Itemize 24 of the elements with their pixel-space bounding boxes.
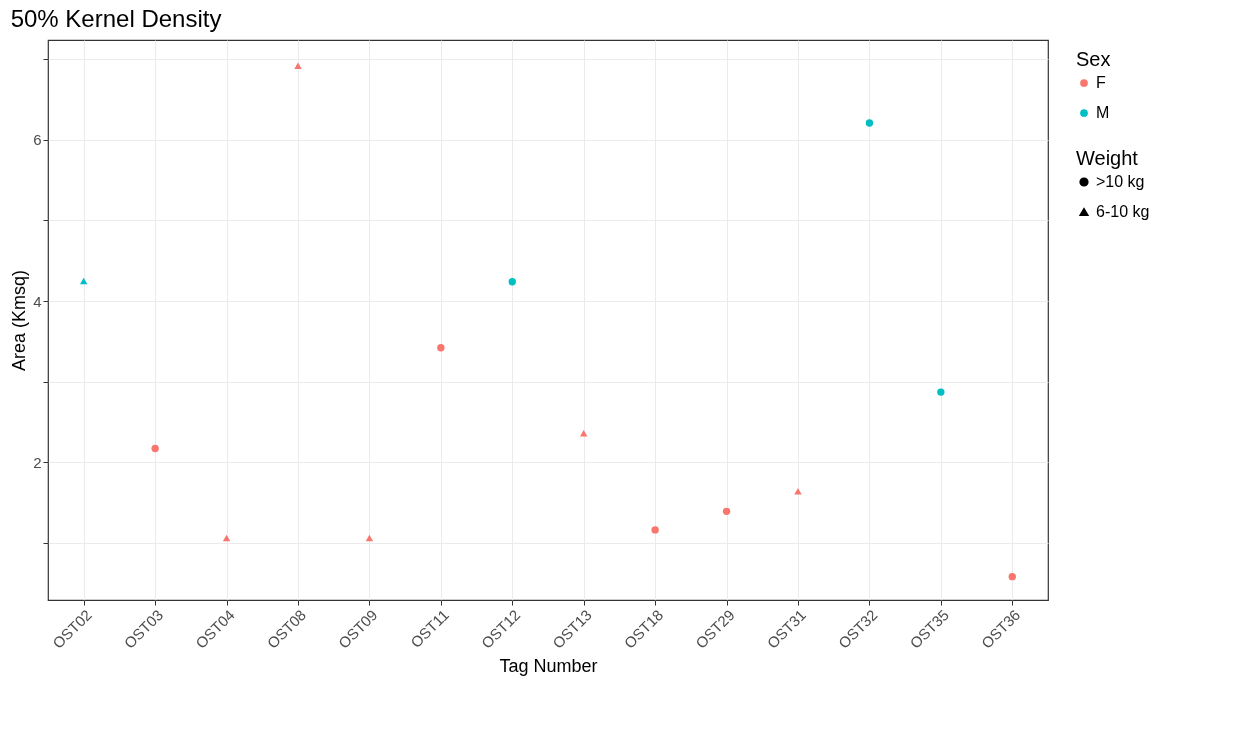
point — [365, 534, 374, 542]
text: Weight — [1076, 147, 1139, 169]
text: 6-10 kg — [1096, 203, 1150, 220]
point — [294, 62, 302, 69]
point — [937, 388, 945, 396]
chart-title: 50% Kernel Density — [10, 5, 222, 32]
y-tick-label: 6 — [33, 131, 42, 149]
point — [1008, 572, 1016, 581]
text: >10 kg — [1096, 173, 1145, 190]
y-tick-label: 4 — [33, 292, 42, 310]
point — [222, 534, 231, 542]
legend-label: M — [1096, 104, 1110, 121]
point — [865, 119, 874, 127]
x-axis-title: Tag Number — [499, 655, 598, 676]
y-axis-title: Area (Kmsq) — [9, 269, 30, 372]
point — [651, 526, 659, 534]
point — [151, 444, 159, 453]
point — [80, 277, 88, 285]
point — [437, 344, 445, 352]
legend-label: F — [1096, 74, 1106, 91]
y-tick-label: 2 — [33, 453, 42, 471]
legend-title: Sex — [1076, 48, 1111, 70]
point — [722, 507, 731, 516]
point — [508, 278, 516, 286]
